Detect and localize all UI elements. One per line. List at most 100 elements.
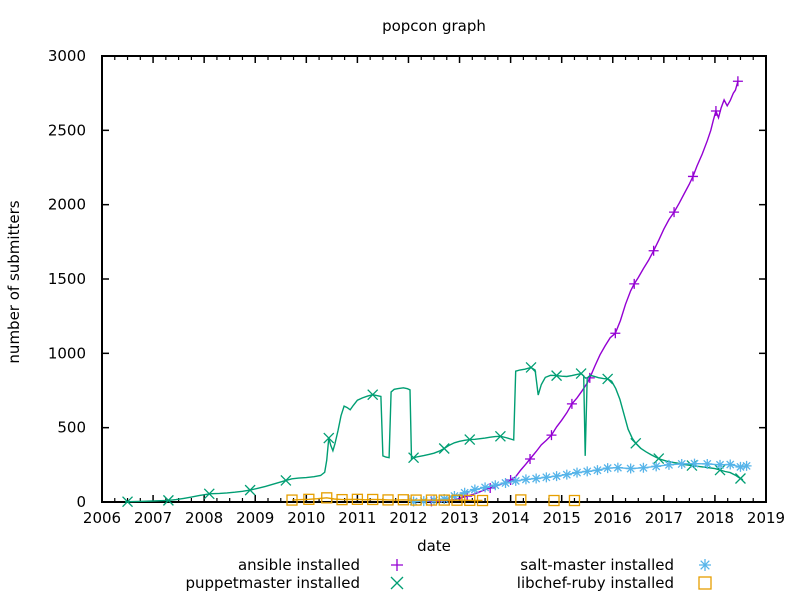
square-marker bbox=[438, 494, 450, 506]
square-marker bbox=[451, 494, 463, 506]
plus-marker bbox=[546, 430, 557, 441]
cross-marker bbox=[552, 472, 561, 481]
square-marker bbox=[515, 494, 527, 506]
legend-label-libchef-ruby: libchef-ruby installed bbox=[516, 574, 674, 592]
x-tick-label: 2018 bbox=[696, 509, 734, 527]
cross-marker bbox=[613, 463, 622, 472]
cross-marker bbox=[653, 453, 665, 465]
x-tick-label: 2019 bbox=[747, 509, 785, 527]
series-markers-libchef-ruby-installed bbox=[286, 492, 581, 507]
y-tick-label: 1000 bbox=[48, 344, 86, 362]
cross-marker bbox=[735, 473, 746, 484]
plus-marker bbox=[669, 207, 680, 218]
cross-marker bbox=[551, 370, 563, 382]
y-tick-label: 2000 bbox=[48, 196, 86, 214]
plus-marker bbox=[648, 245, 659, 256]
square-marker bbox=[303, 493, 315, 505]
cross-marker bbox=[677, 459, 686, 469]
square-marker bbox=[464, 494, 476, 507]
cross-marker bbox=[494, 430, 506, 442]
cross-marker bbox=[562, 470, 571, 479]
cross-marker bbox=[408, 452, 420, 464]
plus-marker bbox=[687, 171, 698, 182]
cross-marker bbox=[481, 483, 490, 492]
cross-marker bbox=[690, 459, 699, 468]
cross-marker bbox=[542, 473, 551, 482]
legend-label-ansible: ansible installed bbox=[237, 556, 360, 574]
x-tick-label: 2010 bbox=[287, 509, 325, 527]
cross-marker bbox=[162, 494, 174, 506]
cross-marker bbox=[521, 475, 530, 484]
plus-marker bbox=[710, 106, 721, 117]
chart-title: popcon graph bbox=[382, 17, 486, 35]
cross-marker bbox=[714, 464, 726, 476]
x-tick-label: 2014 bbox=[492, 509, 530, 527]
square-marker bbox=[351, 493, 364, 505]
cross-marker bbox=[280, 474, 292, 486]
cross-marker bbox=[652, 462, 661, 471]
cross-marker bbox=[603, 464, 612, 473]
square-marker bbox=[698, 576, 712, 590]
cross-marker bbox=[511, 476, 520, 485]
square-marker bbox=[568, 494, 581, 507]
square-marker bbox=[321, 492, 333, 504]
cross-marker bbox=[572, 468, 582, 477]
cross-marker bbox=[491, 481, 500, 490]
square-marker bbox=[382, 494, 394, 506]
x-axis-label: date bbox=[417, 537, 451, 555]
legend-marker-plus-icon bbox=[391, 559, 403, 571]
cross-marker bbox=[630, 437, 642, 449]
y-axis-label: number of submitters bbox=[5, 200, 23, 364]
y-tick-label: 3000 bbox=[48, 47, 86, 65]
plot-border bbox=[101, 55, 767, 503]
square-marker bbox=[336, 493, 348, 506]
cross-marker bbox=[602, 373, 614, 385]
x-tick-label: 2009 bbox=[236, 509, 274, 527]
plus-marker bbox=[732, 76, 743, 87]
x-tick-label: 2007 bbox=[134, 509, 172, 527]
plus-marker bbox=[629, 278, 640, 289]
plus-marker bbox=[391, 559, 403, 571]
cross-marker bbox=[626, 464, 635, 473]
square-marker bbox=[286, 494, 298, 506]
x-tick-label: 2017 bbox=[645, 509, 683, 527]
y-tick-label: 500 bbox=[57, 419, 86, 437]
cross-marker bbox=[703, 459, 712, 469]
square-marker bbox=[410, 494, 422, 506]
cross-marker bbox=[726, 460, 735, 469]
x-tick-label: 2011 bbox=[338, 509, 376, 527]
cross-marker bbox=[203, 488, 215, 500]
legend-marker-square-icon bbox=[698, 576, 712, 590]
square-marker bbox=[425, 494, 438, 506]
cross-marker bbox=[244, 484, 256, 496]
cross-marker bbox=[664, 460, 674, 469]
x-tick-label: 2006 bbox=[83, 509, 121, 527]
cross-marker bbox=[583, 467, 592, 476]
plus-marker bbox=[610, 328, 621, 339]
cross-marker bbox=[438, 443, 450, 454]
x-tick-label: 2008 bbox=[185, 509, 223, 527]
x-tick-label: 2015 bbox=[543, 509, 581, 527]
cross-marker bbox=[639, 463, 648, 472]
x-tick-label: 2013 bbox=[440, 509, 478, 527]
cross-marker bbox=[367, 389, 379, 401]
square-marker bbox=[476, 494, 489, 507]
cross-marker bbox=[532, 474, 541, 483]
cross-marker bbox=[525, 361, 537, 373]
series-markers-puppetmaster-installed bbox=[122, 361, 746, 508]
cross-marker bbox=[440, 494, 449, 504]
cross-marker bbox=[501, 478, 510, 488]
y-tick-label: 2500 bbox=[48, 121, 86, 139]
plus-marker bbox=[566, 398, 577, 409]
y-tick-label: 0 bbox=[76, 493, 86, 511]
square-marker bbox=[367, 493, 379, 506]
y-tick-label: 1500 bbox=[48, 270, 86, 288]
cross-marker bbox=[323, 432, 335, 444]
square-marker bbox=[548, 494, 560, 507]
legend-label-salt-master: salt-master installed bbox=[520, 556, 674, 574]
cross-marker bbox=[464, 434, 476, 446]
cross-marker bbox=[593, 466, 602, 475]
cross-marker bbox=[390, 576, 404, 590]
